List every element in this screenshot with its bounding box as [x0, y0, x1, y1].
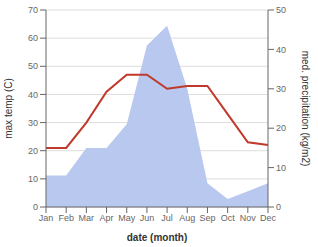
svg-text:May: May [118, 213, 136, 223]
svg-text:Jul: Jul [161, 213, 173, 223]
svg-text:date (month): date (month) [127, 232, 188, 243]
svg-text:30: 30 [276, 84, 286, 94]
svg-text:40: 40 [28, 90, 38, 100]
svg-text:Dec: Dec [260, 213, 277, 223]
svg-text:70: 70 [28, 5, 38, 15]
svg-text:max temp (C): max temp (C) [3, 78, 14, 139]
svg-text:med. precipitation (kg/m2): med. precipitation (kg/m2) [300, 51, 311, 167]
svg-text:Jan: Jan [39, 213, 54, 223]
svg-text:Jun: Jun [140, 213, 155, 223]
svg-text:10: 10 [28, 174, 38, 184]
svg-text:Mar: Mar [79, 213, 95, 223]
svg-text:50: 50 [276, 5, 286, 15]
svg-text:0: 0 [33, 202, 38, 212]
svg-text:Sep: Sep [199, 213, 215, 223]
svg-text:Oct: Oct [221, 213, 236, 223]
svg-text:50: 50 [28, 61, 38, 71]
svg-text:60: 60 [28, 33, 38, 43]
svg-text:20: 20 [276, 123, 286, 133]
svg-text:20: 20 [28, 146, 38, 156]
svg-text:Aug: Aug [179, 213, 195, 223]
svg-text:Nov: Nov [240, 213, 257, 223]
svg-text:10: 10 [276, 163, 286, 173]
svg-text:Apr: Apr [100, 213, 114, 223]
svg-text:40: 40 [276, 45, 286, 55]
svg-text:0: 0 [276, 202, 281, 212]
svg-text:Feb: Feb [58, 213, 74, 223]
svg-text:30: 30 [28, 118, 38, 128]
